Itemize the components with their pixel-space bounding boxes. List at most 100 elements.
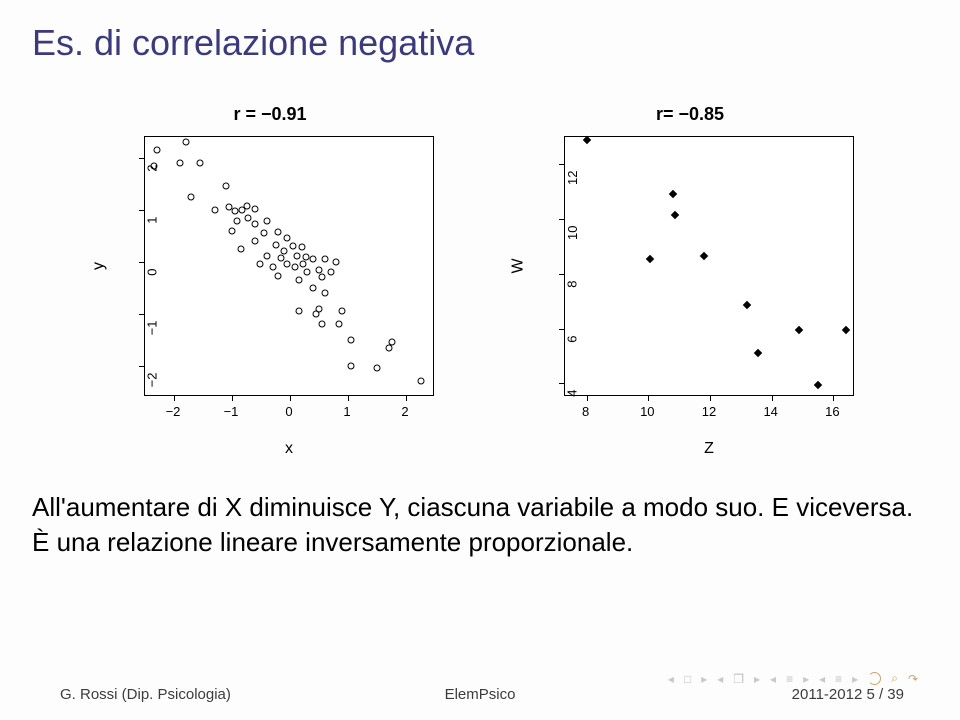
nav-lines-icon[interactable]: ≡	[786, 672, 793, 686]
ytick-label: 0	[145, 268, 160, 275]
chart-right-ylabel: W	[510, 136, 528, 396]
data-point	[252, 221, 259, 228]
chart-left-ylabel: y	[90, 136, 108, 396]
chart-right-title: r= −0.85	[510, 104, 870, 125]
data-point	[814, 380, 822, 388]
data-point	[295, 277, 302, 284]
data-point	[318, 274, 325, 281]
ytick-label: −1	[145, 320, 160, 335]
xtick-label: −1	[224, 404, 239, 419]
nav-icons: ◂ □ ▸ ◂ ❐ ▸ ◂ ≡ ▸ ◂ ≡ ▸ ⌕ ↷	[668, 671, 918, 686]
data-point	[310, 256, 317, 263]
data-point	[295, 308, 302, 315]
data-point	[263, 252, 270, 259]
data-point	[700, 252, 708, 260]
data-point	[176, 160, 183, 167]
nav-arrow-icon[interactable]: ↷	[908, 672, 918, 686]
data-point	[275, 228, 282, 235]
data-point	[743, 301, 751, 309]
data-point	[252, 205, 259, 212]
nav-prev-icon[interactable]: □	[684, 672, 691, 686]
data-point	[188, 193, 195, 200]
nav-lines2-icon[interactable]: ≡	[835, 672, 842, 686]
data-point	[298, 244, 305, 251]
data-point	[669, 190, 677, 198]
ytick-label: 8	[565, 280, 580, 287]
nav-first-icon[interactable]: ◂	[668, 672, 674, 686]
data-point	[233, 218, 240, 225]
footer: G. Rossi (Dip. Psicologia) ElemPsico 201…	[0, 686, 960, 710]
data-point	[318, 321, 325, 328]
data-point	[304, 269, 311, 276]
xtick-label: 1	[343, 404, 350, 419]
nav-search-icon[interactable]: ⌕	[891, 671, 898, 686]
data-point	[284, 235, 291, 242]
data-point	[417, 378, 424, 385]
ytick-label: 6	[565, 335, 580, 342]
data-point	[256, 261, 263, 268]
xtick-label: 12	[702, 404, 716, 419]
data-point	[313, 310, 320, 317]
data-point	[327, 269, 334, 276]
data-point	[374, 365, 381, 372]
data-point	[275, 273, 282, 280]
data-point	[347, 362, 354, 369]
scatter-chart-left: r = −0.91 y x −2−1012−2−1012	[90, 104, 450, 464]
xtick-label: 8	[582, 404, 589, 419]
data-point	[347, 336, 354, 343]
data-point	[243, 202, 250, 209]
data-point	[284, 261, 291, 268]
nav-step-back-icon[interactable]: ▸	[701, 672, 707, 686]
ytick-label: −2	[145, 372, 160, 387]
data-point	[795, 326, 803, 334]
data-point	[263, 218, 270, 225]
nav-play-icon[interactable]: ▸	[803, 672, 809, 686]
nav-reload-icon[interactable]	[868, 672, 881, 685]
data-point	[316, 266, 323, 273]
chart-right-plot	[564, 136, 854, 396]
data-point	[197, 160, 204, 167]
data-point	[291, 264, 298, 271]
data-point	[310, 284, 317, 291]
data-point	[252, 238, 259, 245]
xtick-label: 0	[285, 404, 292, 419]
data-point	[339, 308, 346, 315]
page-title: Es. di correlazione negativa	[32, 22, 474, 64]
data-point	[299, 261, 306, 268]
data-point	[260, 230, 267, 237]
data-point	[272, 242, 279, 249]
data-point	[278, 254, 285, 261]
data-point	[293, 252, 300, 259]
data-point	[754, 349, 762, 357]
nav-step-fwd-icon[interactable]: ◂	[770, 672, 776, 686]
xtick-label: 10	[640, 404, 654, 419]
data-point	[321, 256, 328, 263]
ytick-label: 4	[565, 390, 580, 397]
charts-row: r = −0.91 y x −2−1012−2−1012 r= −0.85 W …	[90, 104, 870, 464]
data-point	[245, 214, 252, 221]
data-point	[303, 253, 310, 260]
ytick-label: 10	[565, 226, 580, 240]
chart-left-plot	[144, 136, 434, 396]
data-point	[333, 258, 340, 265]
data-point	[385, 344, 392, 351]
data-point	[289, 243, 296, 250]
xtick-label: 16	[825, 404, 839, 419]
nav-fwd-icon[interactable]: ▸	[754, 672, 760, 686]
xtick-label: 2	[401, 404, 408, 419]
data-point	[269, 264, 276, 271]
nav-back-icon[interactable]: ◂	[717, 672, 723, 686]
footer-page: 2011-2012 5 / 39	[792, 686, 904, 703]
data-point	[182, 139, 189, 146]
nav-screen-icon[interactable]: ❐	[733, 672, 744, 686]
body-text: All'aumentare di X diminuisce Y, ciascun…	[32, 490, 928, 560]
data-point	[237, 245, 244, 252]
chart-left-title: r = −0.91	[90, 104, 450, 125]
data-point	[229, 227, 236, 234]
xtick-label: −2	[166, 404, 181, 419]
data-point	[841, 326, 849, 334]
chart-right-xlabel: Z	[564, 440, 854, 458]
nav-last-back-icon[interactable]: ◂	[819, 672, 825, 686]
nav-last-icon[interactable]: ▸	[852, 672, 858, 686]
data-point	[223, 183, 230, 190]
